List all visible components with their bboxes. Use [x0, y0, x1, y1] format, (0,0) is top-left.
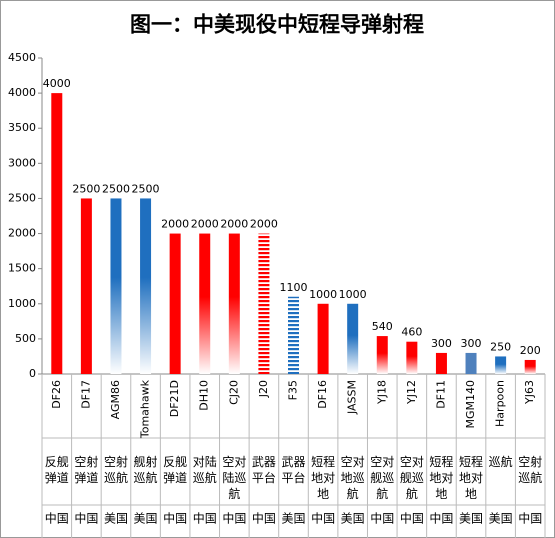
- x-tick-label: DH10: [198, 380, 211, 411]
- bar: [199, 233, 211, 374]
- kind-label: 对陆巡航: [193, 454, 217, 485]
- x-tick-label: YJ63: [523, 380, 536, 405]
- kind-label: 空对舰巡航: [400, 455, 424, 501]
- kind-label: 武器平台: [281, 455, 305, 485]
- bar: [258, 233, 270, 374]
- kind-label: 短程地对地: [429, 454, 453, 501]
- country-label: 美国: [341, 512, 365, 526]
- country-label: 中国: [518, 511, 542, 526]
- kind-label: 舰射巡航: [134, 454, 158, 485]
- kind-label: 反舰弹道: [45, 455, 69, 485]
- kind-label: 空射巡航: [518, 454, 542, 485]
- data-label: 2500: [132, 182, 160, 195]
- bar: [140, 198, 152, 374]
- country-label: 中国: [193, 511, 217, 526]
- data-label: 300: [461, 337, 482, 350]
- bar: [317, 303, 329, 374]
- data-label: 250: [490, 340, 511, 353]
- x-tick-label: CJ20: [227, 380, 240, 405]
- y-tick-label: 1000: [8, 297, 36, 310]
- x-tick-label: DF21D: [168, 380, 181, 417]
- x-tick-label: DF16: [316, 380, 329, 409]
- kind-label: 空对陆巡航: [222, 455, 246, 501]
- y-tick-label: 1500: [8, 262, 36, 275]
- country-label: 中国: [74, 511, 98, 526]
- data-label: 1000: [339, 288, 367, 301]
- y-tick-label: 3000: [8, 156, 36, 169]
- data-label: 4000: [43, 77, 71, 90]
- x-tick-label: JASSM: [346, 380, 359, 415]
- data-label: 200: [520, 344, 541, 357]
- country-label: 美国: [104, 512, 128, 526]
- country-label: 中国: [252, 511, 276, 526]
- x-tick-label: YJ12: [405, 380, 418, 405]
- kind-label: 空对地巡航: [341, 455, 365, 501]
- data-label: 1000: [309, 288, 337, 301]
- data-label: 2000: [191, 218, 219, 231]
- y-tick-label: 3500: [8, 121, 36, 134]
- y-tick-label: 4500: [8, 51, 36, 64]
- country-label: 中国: [311, 511, 335, 526]
- x-tick-label: J20: [257, 380, 270, 398]
- kind-label: 武器平台: [252, 455, 276, 485]
- bar: [376, 336, 388, 374]
- country-label: 中国: [429, 511, 453, 526]
- y-tick-label: 500: [15, 332, 36, 345]
- data-label: 540: [372, 320, 393, 333]
- bar: [347, 303, 359, 374]
- bar: [435, 352, 447, 374]
- y-tick-label: 2500: [8, 191, 36, 204]
- country-label: 中国: [222, 511, 246, 526]
- x-tick-label: Harpoon: [494, 380, 507, 427]
- kind-label: 空射巡航: [104, 454, 128, 485]
- bar: [495, 356, 507, 374]
- y-tick-label: 0: [29, 367, 36, 380]
- bar: [288, 296, 299, 374]
- bar: [80, 198, 92, 374]
- data-label: 1100: [280, 281, 308, 294]
- bar: [524, 359, 536, 374]
- bar: [465, 352, 477, 374]
- x-tick-label: MGM140: [464, 380, 477, 429]
- y-tick-label: 2000: [8, 227, 36, 240]
- bar: [406, 341, 418, 374]
- bar: [228, 233, 240, 374]
- bar: [51, 93, 63, 374]
- kind-label: 空射弹道: [74, 454, 98, 485]
- bar: [110, 198, 122, 374]
- data-label: 2500: [102, 182, 130, 195]
- x-tick-label: Tomahawk: [139, 379, 152, 439]
- y-tick-label: 4000: [8, 86, 36, 99]
- x-tick-label: DF26: [50, 380, 63, 409]
- country-label: 中国: [400, 511, 424, 526]
- kind-label: 短程地对地: [459, 454, 483, 501]
- country-label: 中国: [163, 511, 187, 526]
- x-tick-label: DF11: [434, 380, 447, 409]
- data-label: 300: [431, 337, 452, 350]
- kind-label: 巡航: [489, 454, 513, 469]
- x-tick-label: YJ18: [375, 380, 388, 405]
- x-tick-label: AGM86: [109, 380, 122, 419]
- x-tick-label: F35: [287, 380, 300, 400]
- country-label: 美国: [459, 512, 483, 526]
- bar: [169, 233, 181, 374]
- data-label: 2500: [72, 182, 100, 195]
- data-label: 2000: [220, 218, 248, 231]
- kind-label: 空对舰巡航: [370, 455, 394, 501]
- x-tick-label: DF17: [79, 380, 92, 409]
- kind-label: 反舰弹道: [163, 455, 187, 485]
- kind-label: 短程地对地: [311, 454, 335, 501]
- country-label: 美国: [281, 512, 305, 526]
- country-label: 美国: [489, 512, 513, 526]
- data-label: 2000: [161, 218, 189, 231]
- chart-title: 图一：中美现役中短程导弹射程: [130, 12, 424, 37]
- country-label: 美国: [134, 512, 158, 526]
- data-label: 2000: [250, 218, 278, 231]
- data-label: 460: [401, 326, 422, 339]
- country-label: 中国: [370, 511, 394, 526]
- country-label: 中国: [45, 511, 69, 526]
